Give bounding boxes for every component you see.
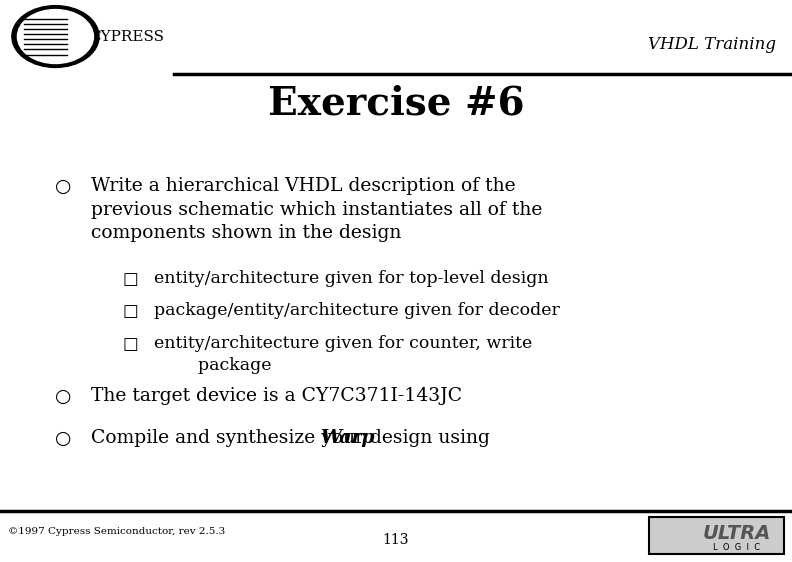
Text: □: □ <box>123 270 139 288</box>
Text: Write a hierarchical VHDL description of the
previous schematic which instantiat: Write a hierarchical VHDL description of… <box>91 177 543 242</box>
Text: CYPRESS: CYPRESS <box>89 30 164 43</box>
Circle shape <box>17 10 93 64</box>
FancyBboxPatch shape <box>649 517 784 554</box>
Text: ©1997 Cypress Semiconductor, rev 2.5.3: ©1997 Cypress Semiconductor, rev 2.5.3 <box>8 527 225 536</box>
Text: □: □ <box>123 302 139 320</box>
Text: Exercise #6: Exercise #6 <box>268 85 524 123</box>
Text: VHDL Training: VHDL Training <box>648 37 776 53</box>
Text: ○: ○ <box>55 177 72 196</box>
Text: package/entity/architecture given for decoder: package/entity/architecture given for de… <box>154 302 560 319</box>
Text: 113: 113 <box>383 533 409 546</box>
Text: □: □ <box>123 335 139 353</box>
Text: Compile and synthesize your design using: Compile and synthesize your design using <box>91 429 496 447</box>
Text: ULTRA: ULTRA <box>703 524 771 543</box>
Text: The target device is a CY7C371I-143JC: The target device is a CY7C371I-143JC <box>91 387 463 405</box>
Text: L  O  G  I  C: L O G I C <box>713 543 760 552</box>
Text: ○: ○ <box>55 387 72 406</box>
Text: entity/architecture given for counter, write
        package: entity/architecture given for counter, w… <box>154 335 533 374</box>
Text: ○: ○ <box>55 429 72 448</box>
Circle shape <box>12 6 99 67</box>
Text: entity/architecture given for top-level design: entity/architecture given for top-level … <box>154 270 549 287</box>
Text: Warp: Warp <box>320 429 374 447</box>
